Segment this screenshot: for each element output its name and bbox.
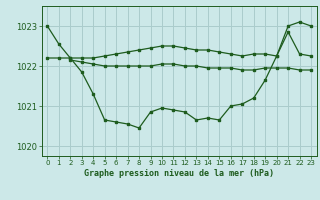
X-axis label: Graphe pression niveau de la mer (hPa): Graphe pression niveau de la mer (hPa) — [84, 169, 274, 178]
